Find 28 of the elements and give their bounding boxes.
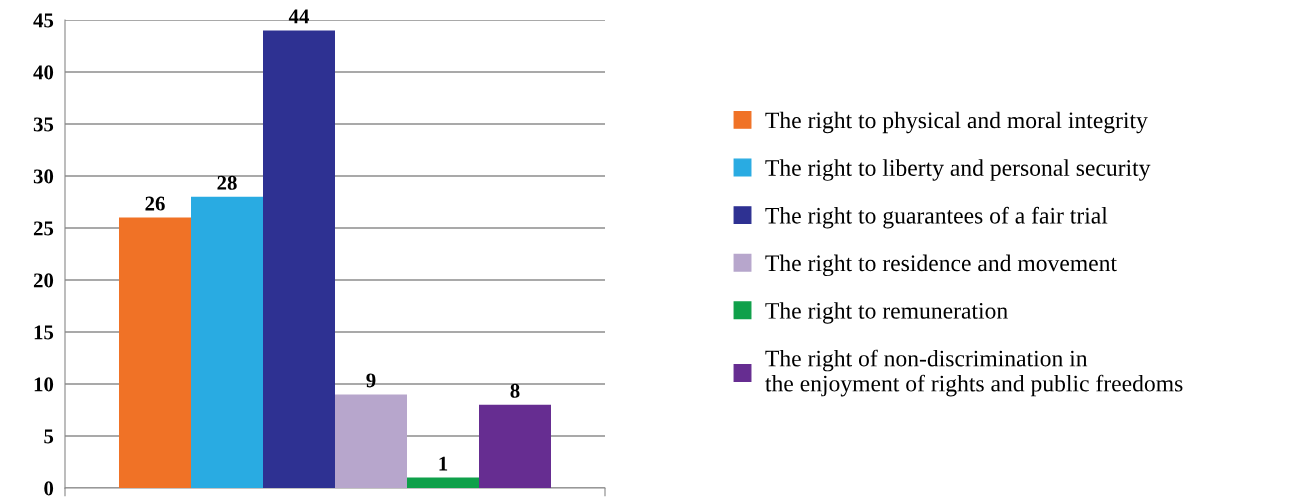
data-label: 26 (145, 196, 165, 211)
data-label: 8 (510, 383, 520, 398)
y-tick-label: 40 (33, 65, 54, 80)
legend-label: The right to remuneration (765, 302, 1008, 324)
bar (119, 217, 191, 488)
y-tick-label: 45 (33, 13, 54, 28)
bar (479, 404, 551, 488)
y-tick-label: 30 (33, 169, 54, 184)
legend-label: The right to liberty and personal security (765, 159, 1151, 181)
y-tick-label: 5 (44, 429, 54, 444)
data-label: 9 (366, 373, 376, 388)
legend-label: The right to guarantees of a fair trial (765, 206, 1108, 229)
bar (407, 477, 479, 488)
y-tick-label: 15 (34, 325, 54, 340)
y-tick-label: 0 (44, 481, 54, 496)
bar (335, 394, 407, 488)
bar (191, 196, 263, 488)
legend-label: The right of non-discrimination in the enjoyment of rights and public freedoms (765, 349, 1183, 397)
data-label: 28 (217, 175, 237, 190)
y-tick-label: 35 (33, 117, 54, 132)
data-label: 1 (439, 456, 448, 471)
legend-label: The right to residence and movement (765, 254, 1117, 277)
y-tick-label: 20 (33, 273, 54, 288)
y-tick-label: 25 (33, 221, 54, 236)
legend-label: The right to physical and moral integrity (765, 111, 1148, 134)
y-tick-label: 10 (34, 377, 54, 392)
data-label: 44 (288, 9, 310, 24)
bar (263, 30, 335, 488)
